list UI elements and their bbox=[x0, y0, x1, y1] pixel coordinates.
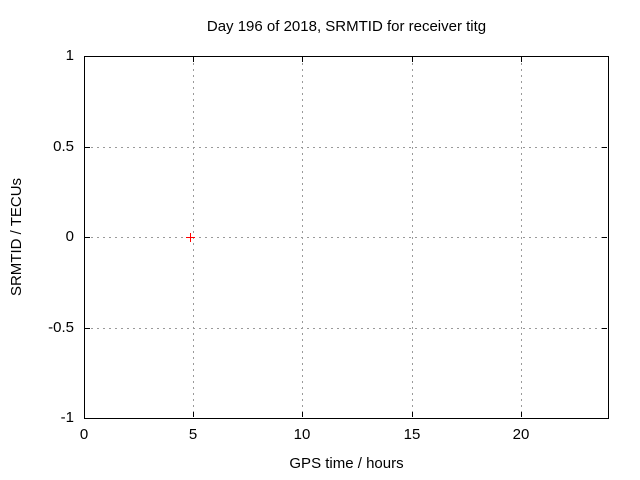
y-tick-mark-left bbox=[85, 418, 90, 419]
x-tick-label: 0 bbox=[79, 426, 89, 443]
x-tick-label: 10 bbox=[293, 426, 311, 443]
x-tick-mark-top bbox=[193, 57, 194, 62]
x-tick-mark-bottom bbox=[412, 412, 413, 417]
y-tick-mark-left bbox=[85, 147, 90, 148]
y-tick-label: 1 bbox=[65, 47, 74, 64]
x-tick-mark-top bbox=[84, 57, 85, 62]
y-tick-mark-left bbox=[85, 328, 90, 329]
y-tick-mark-right bbox=[602, 237, 607, 238]
x-tick-mark-bottom bbox=[84, 412, 85, 417]
plot-area-border bbox=[84, 56, 609, 419]
x-tick-mark-top bbox=[302, 57, 303, 62]
x-tick-label: 20 bbox=[512, 426, 530, 443]
y-gridline bbox=[85, 147, 607, 148]
y-tick-label: 0.5 bbox=[53, 138, 74, 155]
x-tick-label: 15 bbox=[403, 426, 421, 443]
x-tick-mark-top bbox=[521, 57, 522, 62]
x-tick-label: 5 bbox=[188, 426, 198, 443]
chart-title: Day 196 of 2018, SRMTID for receiver tit… bbox=[206, 18, 487, 35]
y-tick-label: 0 bbox=[65, 228, 74, 245]
y-tick-mark-right bbox=[602, 328, 607, 329]
y-tick-label: -0.5 bbox=[48, 319, 74, 336]
y-tick-label: -1 bbox=[60, 409, 74, 426]
y-tick-mark-right bbox=[602, 147, 607, 148]
y-tick-mark-left bbox=[85, 237, 90, 238]
x-axis-label: GPS time / hours bbox=[289, 455, 404, 472]
y-gridline bbox=[85, 237, 607, 238]
x-tick-mark-bottom bbox=[193, 412, 194, 417]
x-tick-mark-top bbox=[412, 57, 413, 62]
x-tick-mark-bottom bbox=[302, 412, 303, 417]
y-tick-mark-right bbox=[602, 418, 607, 419]
x-tick-mark-bottom bbox=[521, 412, 522, 417]
y-gridline bbox=[85, 328, 607, 329]
data-point-marker bbox=[190, 233, 191, 242]
y-tick-mark-right bbox=[602, 56, 607, 57]
y-tick-mark-left bbox=[85, 56, 90, 57]
